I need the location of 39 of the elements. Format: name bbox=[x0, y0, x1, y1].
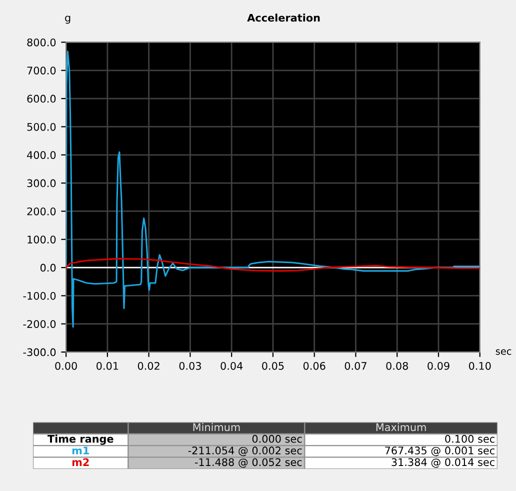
text: -11.488 @ 0.052 sec bbox=[194, 458, 302, 468]
y-tick-label: 0.0 bbox=[40, 264, 56, 272]
text: Time range bbox=[48, 434, 114, 445]
y-tick-label: -100.0 bbox=[23, 292, 56, 300]
y-tick-label: 300.0 bbox=[27, 179, 56, 188]
y-tick-label: 700.0 bbox=[27, 66, 56, 74]
y-tick-label: 100.0 bbox=[28, 236, 56, 244]
y-tick-label: 600.0 bbox=[27, 94, 56, 103]
x-tick-label: 0.03 bbox=[179, 362, 201, 370]
y-tick-label: -200.0 bbox=[23, 320, 56, 328]
x-tick-label: 0.09 bbox=[428, 362, 450, 370]
text: m1 bbox=[72, 446, 89, 454]
x-tick-label: 0.08 bbox=[386, 362, 408, 370]
x-tick-label: 0.02 bbox=[138, 362, 160, 370]
x-tick-label: 0.01 bbox=[96, 362, 118, 370]
y-tick-label: -300.0 bbox=[23, 348, 56, 356]
text: 31.384 @ 0.014 sec bbox=[392, 458, 494, 468]
y-axis-title: g bbox=[65, 16, 70, 24]
y-tick-label: 500.0 bbox=[27, 122, 56, 131]
x-tick-label: 0.06 bbox=[303, 362, 326, 370]
y-tick-label: 800.0 bbox=[27, 38, 56, 46]
line-series bbox=[66, 258, 480, 272]
x-tick-label: 0.07 bbox=[344, 362, 366, 370]
text: 767.435 @ 0.001 sec bbox=[385, 446, 494, 456]
line-series bbox=[66, 50, 480, 328]
text: Minimum bbox=[193, 423, 240, 432]
text: -211.054 @ 0.002 sec bbox=[188, 446, 302, 456]
chart-title: Acceleration bbox=[247, 14, 320, 22]
text: m2 bbox=[72, 458, 89, 466]
y-tick-label: 400.0 bbox=[27, 151, 56, 159]
x-tick-label: 0.04 bbox=[220, 362, 243, 370]
text: 0.100 sec bbox=[445, 434, 494, 443]
text: 0.000 sec bbox=[252, 434, 302, 443]
x-axis-title: sec bbox=[496, 349, 512, 355]
x-tick-label: 0.05 bbox=[262, 362, 284, 370]
x-tick-label: 0.00 bbox=[55, 362, 77, 370]
text: Maximum bbox=[376, 423, 426, 432]
y-tick-label: 200.0 bbox=[27, 207, 56, 216]
x-tick-label: 0.10 bbox=[468, 362, 491, 370]
